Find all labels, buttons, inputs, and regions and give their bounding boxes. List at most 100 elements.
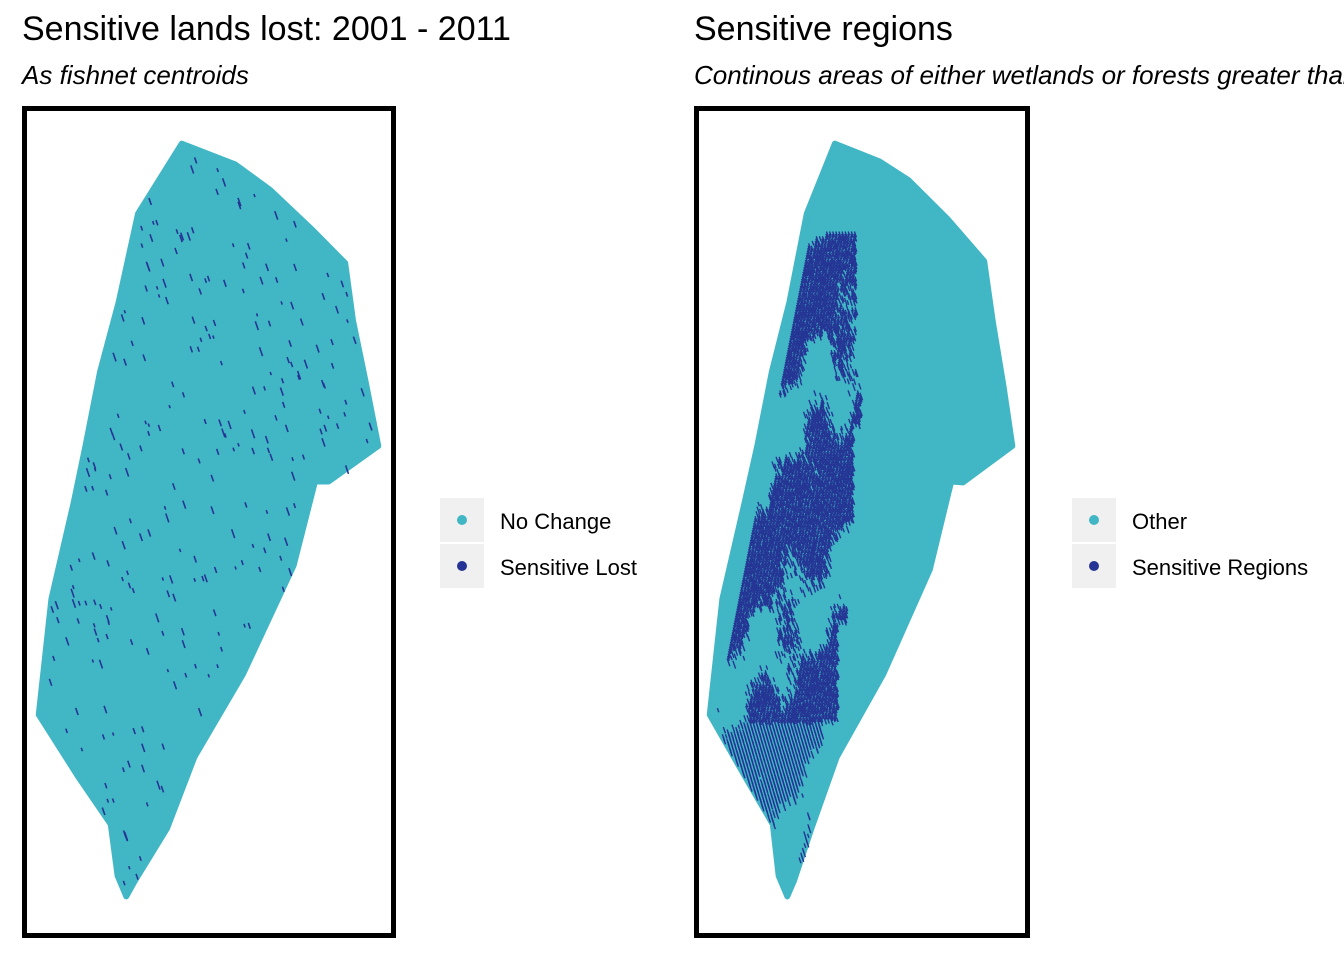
sensitive-region-mark [798,771,801,778]
sensitive-region-mark [758,591,761,597]
sensitive-region-mark [787,475,790,481]
sensitive-region-mark [742,655,746,661]
sensitive-region-mark [847,245,851,251]
sensitive-region-mark [810,577,814,584]
sensitive-region-mark [808,461,812,467]
sensitive-region-mark [735,629,738,635]
lost-centroid-mark [221,177,227,187]
sensitive-region-mark [840,330,844,338]
sensitive-region-mark [838,245,842,251]
sensitive-region-mark [827,428,832,436]
sensitive-region-mark [781,584,786,593]
sensitive-region-mark [848,508,853,515]
lost-centroid-mark [244,252,249,259]
sensitive-region-mark [828,231,832,237]
sensitive-region-mark [750,679,755,688]
sensitive-region-mark [804,563,807,569]
sensitive-region-mark [831,613,835,619]
sensitive-region-mark [803,456,807,463]
sensitive-region-mark [800,677,804,684]
lost-centroid-mark [172,681,178,690]
sensitive-region-mark [787,380,791,386]
sensitive-region-mark [777,508,781,514]
lost-centroid-mark [368,422,373,431]
sensitive-region-mark [824,570,828,577]
sensitive-region-mark [798,354,803,363]
sensitive-region-mark [729,643,733,651]
sensitive-region-mark [827,316,831,323]
sensitive-region-mark [783,586,787,593]
sensitive-region-mark [808,430,812,436]
sensitive-region-mark [847,326,851,332]
sensitive-region-mark [798,717,802,722]
sensitive-region-mark [834,646,838,651]
sensitive-region-mark [801,466,805,471]
sensitive-region-mark [775,456,779,463]
sensitive-region-mark [762,584,766,590]
sensitive-region-mark [851,338,855,345]
sensitive-region-mark [846,269,850,276]
sensitive-region-mark [832,499,836,505]
sensitive-region-mark [837,487,841,493]
sensitive-region-mark [834,537,837,542]
sensitive-region-mark [806,501,810,507]
sensitive-region-mark [805,413,809,420]
sensitive-region-mark [795,639,799,645]
sensitive-region-mark [799,288,802,294]
sensitive-region-mark [778,598,782,605]
sensitive-region-mark [816,281,820,287]
lost-centroid-mark [293,220,297,228]
sensitive-region-mark [753,537,757,544]
sensitive-region-mark [768,522,772,529]
sensitive-region-mark [792,544,796,551]
sensitive-region-mark [827,522,831,528]
sensitive-region-mark [827,715,830,720]
sensitive-region-mark [830,302,834,309]
sensitive-region-mark [820,575,824,580]
sensitive-region-mark [846,255,849,260]
lost-centroid-mark [232,447,236,452]
sensitive-region-mark [851,463,856,472]
sensitive-region-mark [754,546,758,552]
sensitive-region-mark [761,805,765,812]
sensitive-region-mark [775,707,779,713]
sensitive-region-mark [835,717,839,723]
sensitive-region-mark [794,705,798,712]
sensitive-region-mark [781,378,785,385]
sensitive-region-mark [769,563,774,569]
sensitive-region-mark [809,328,814,335]
sensitive-region-mark [828,454,832,461]
lost-centroid-mark [111,432,116,441]
sensitive-region-mark [771,586,776,595]
sensitive-region-mark [851,432,856,442]
lost-centroid-mark [181,448,185,455]
sensitive-region-mark [761,717,765,723]
sensitive-region-mark [825,707,829,713]
sensitive-region-mark [808,494,812,500]
sensitive-region-mark [787,665,791,672]
sensitive-region-mark [774,477,778,483]
sensitive-region-mark [800,854,805,863]
sensitive-region-mark [740,632,745,638]
sensitive-region-mark [831,311,835,317]
sensitive-region-mark [822,674,826,681]
lost-centroid-mark [190,226,195,234]
sensitive-region-mark [800,662,804,669]
sensitive-region-mark [821,411,825,417]
sensitive-region-mark [828,563,833,570]
sensitive-region-mark [803,518,807,525]
sensitive-region-mark [813,451,817,458]
sensitive-region-mark [752,539,756,545]
sensitive-region-mark [775,503,779,510]
sensitive-region-mark [782,466,787,473]
sensitive-region-mark [770,717,774,723]
sensitive-region-mark [841,311,844,318]
sensitive-region-mark [809,300,813,306]
sensitive-region-mark [849,347,853,353]
sensitive-region-mark [792,496,796,503]
sensitive-region-mark [754,563,758,569]
lost-centroid-mark [231,243,235,248]
sensitive-region-mark [848,432,852,438]
sensitive-region-mark [839,285,844,292]
sensitive-region-mark [854,307,859,316]
